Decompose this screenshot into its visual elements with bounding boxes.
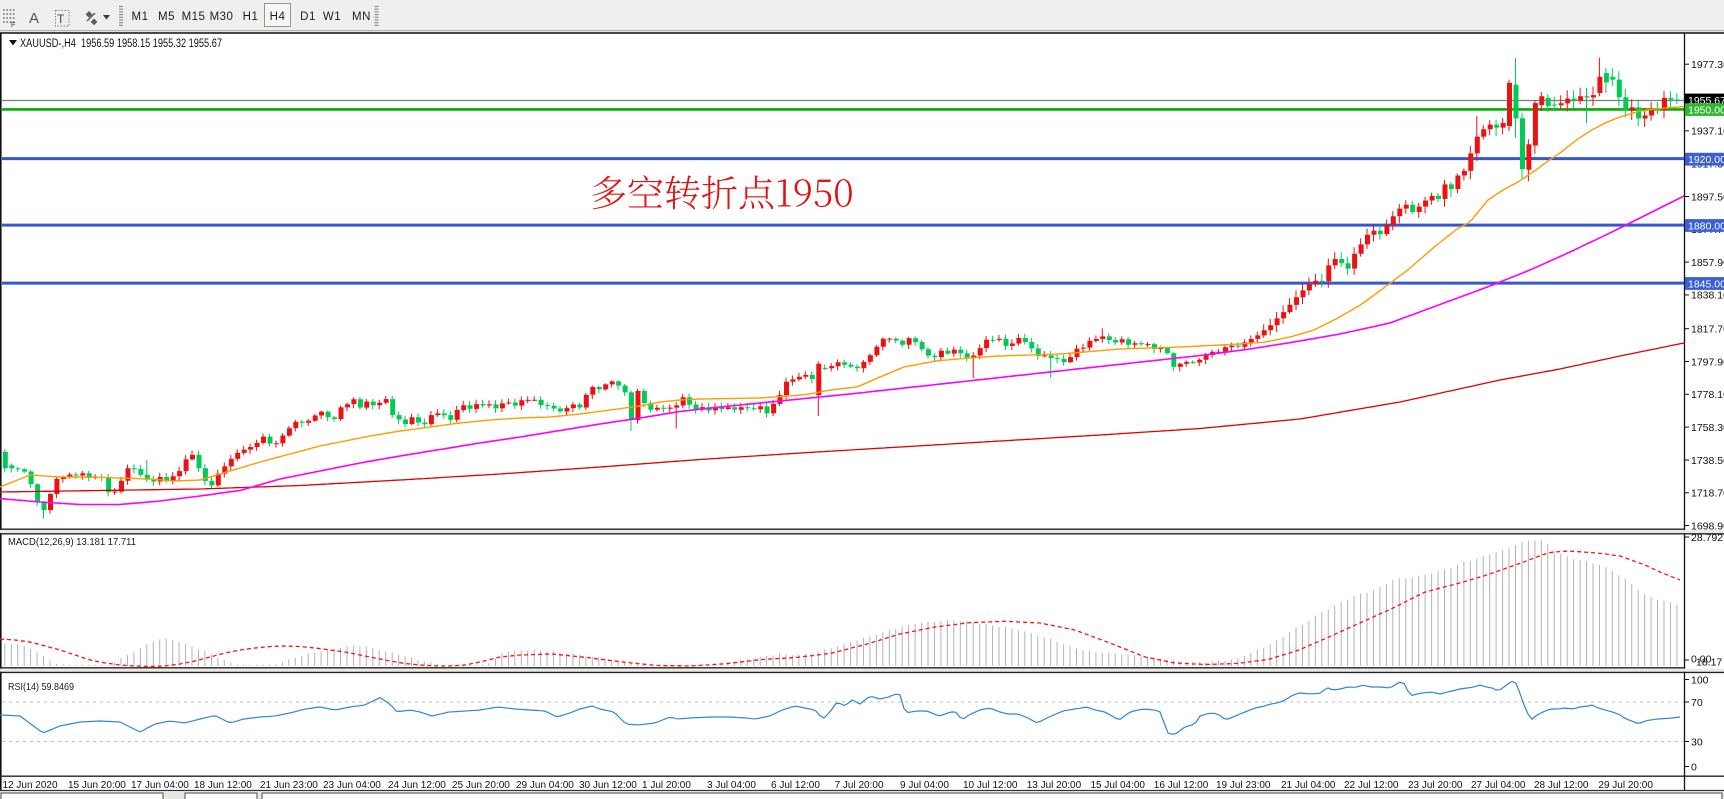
svg-text:M15: M15 bbox=[182, 11, 206, 23]
svg-text:28.792: 28.792 bbox=[1691, 532, 1723, 544]
svg-text:17 Jun 04:00: 17 Jun 04:00 bbox=[131, 780, 189, 791]
svg-text:13 Jul 20:00: 13 Jul 20:00 bbox=[1027, 780, 1082, 791]
svg-text:M1: M1 bbox=[132, 11, 149, 23]
svg-text:1897.50: 1897.50 bbox=[1691, 191, 1724, 203]
svg-text:H4: H4 bbox=[270, 11, 286, 23]
svg-text:RSI(14) 59.8469: RSI(14) 59.8469 bbox=[8, 681, 74, 693]
svg-text:1 Jul 20:00: 1 Jul 20:00 bbox=[642, 780, 691, 791]
svg-text:7 Jul 20:00: 7 Jul 20:00 bbox=[835, 780, 884, 791]
svg-text:28 Jul 12:00: 28 Jul 12:00 bbox=[1534, 780, 1589, 791]
svg-text:12 Jun 2020: 12 Jun 2020 bbox=[3, 780, 58, 791]
svg-text:1937.10: 1937.10 bbox=[1691, 126, 1724, 138]
svg-text:1838.10: 1838.10 bbox=[1691, 290, 1724, 302]
svg-text:A: A bbox=[29, 10, 39, 27]
svg-text:1845.00: 1845.00 bbox=[1688, 278, 1724, 290]
svg-text:9 Jul 04:00: 9 Jul 04:00 bbox=[900, 780, 949, 791]
svg-text:1698.90: 1698.90 bbox=[1691, 520, 1724, 532]
svg-text:21 Jun 23:00: 21 Jun 23:00 bbox=[260, 780, 318, 791]
svg-text:1797.90: 1797.90 bbox=[1691, 356, 1724, 368]
svg-text:0.00: 0.00 bbox=[1691, 654, 1712, 666]
svg-text:MN: MN bbox=[352, 11, 371, 23]
svg-text:1817.70: 1817.70 bbox=[1691, 324, 1724, 336]
svg-text:18 Jun 12:00: 18 Jun 12:00 bbox=[194, 780, 252, 791]
svg-text:15 Jul 04:00: 15 Jul 04:00 bbox=[1091, 780, 1146, 791]
svg-text:T: T bbox=[57, 12, 65, 26]
svg-text:F: F bbox=[11, 22, 15, 29]
svg-text:18.17: 18.17 bbox=[1696, 657, 1722, 669]
svg-text:22 Jul 12:00: 22 Jul 12:00 bbox=[1344, 780, 1399, 791]
svg-text:3 Jul 04:00: 3 Jul 04:00 bbox=[707, 780, 756, 791]
svg-text:M5: M5 bbox=[158, 11, 175, 23]
svg-text:1977.30: 1977.30 bbox=[1691, 59, 1724, 71]
svg-text:30 Jun 12:00: 30 Jun 12:00 bbox=[579, 780, 637, 791]
svg-text:1758.30: 1758.30 bbox=[1691, 422, 1724, 434]
svg-text:10 Jul 12:00: 10 Jul 12:00 bbox=[963, 780, 1018, 791]
svg-text:W1: W1 bbox=[323, 11, 341, 23]
svg-text:70: 70 bbox=[1691, 697, 1703, 709]
svg-text:D1: D1 bbox=[300, 11, 316, 23]
svg-text:6 Jul 12:00: 6 Jul 12:00 bbox=[771, 780, 820, 791]
svg-text:MACD(12,26,9) 13.181 17.711: MACD(12,26,9) 13.181 17.711 bbox=[8, 536, 136, 548]
svg-text:29 Jul 20:00: 29 Jul 20:00 bbox=[1598, 780, 1653, 791]
svg-text:0: 0 bbox=[1691, 761, 1697, 773]
svg-text:27 Jul 04:00: 27 Jul 04:00 bbox=[1471, 780, 1526, 791]
svg-text:19 Jul 23:00: 19 Jul 23:00 bbox=[1216, 780, 1271, 791]
svg-text:23 Jul 20:00: 23 Jul 20:00 bbox=[1408, 780, 1463, 791]
svg-text:M30: M30 bbox=[210, 11, 234, 23]
svg-text:1950.00: 1950.00 bbox=[1688, 104, 1724, 116]
svg-text:H1: H1 bbox=[243, 11, 259, 23]
svg-text:1880.00: 1880.00 bbox=[1688, 220, 1724, 232]
svg-text:29 Jun 04:00: 29 Jun 04:00 bbox=[516, 780, 574, 791]
svg-text:24 Jun 12:00: 24 Jun 12:00 bbox=[388, 780, 446, 791]
svg-text:15 Jun 20:00: 15 Jun 20:00 bbox=[68, 780, 126, 791]
svg-text:1920.00: 1920.00 bbox=[1688, 154, 1724, 166]
svg-text:21 Jul 04:00: 21 Jul 04:00 bbox=[1281, 780, 1336, 791]
svg-text:1778.10: 1778.10 bbox=[1691, 389, 1724, 401]
svg-text:16 Jul 12:00: 16 Jul 12:00 bbox=[1154, 780, 1209, 791]
svg-text:XAUUSD-,H4 1956.59 1958.15 19: XAUUSD-,H4 1956.59 1958.15 1955.32 1955.… bbox=[20, 38, 222, 50]
svg-text:25 Jun 20:00: 25 Jun 20:00 bbox=[452, 780, 510, 791]
svg-text:1738.50: 1738.50 bbox=[1691, 455, 1724, 467]
svg-text:23 Jun 04:00: 23 Jun 04:00 bbox=[323, 780, 381, 791]
svg-text:30: 30 bbox=[1691, 736, 1703, 748]
svg-text:100: 100 bbox=[1691, 674, 1709, 686]
svg-text:1857.90: 1857.90 bbox=[1691, 257, 1724, 269]
svg-text:1718.70: 1718.70 bbox=[1691, 488, 1724, 500]
